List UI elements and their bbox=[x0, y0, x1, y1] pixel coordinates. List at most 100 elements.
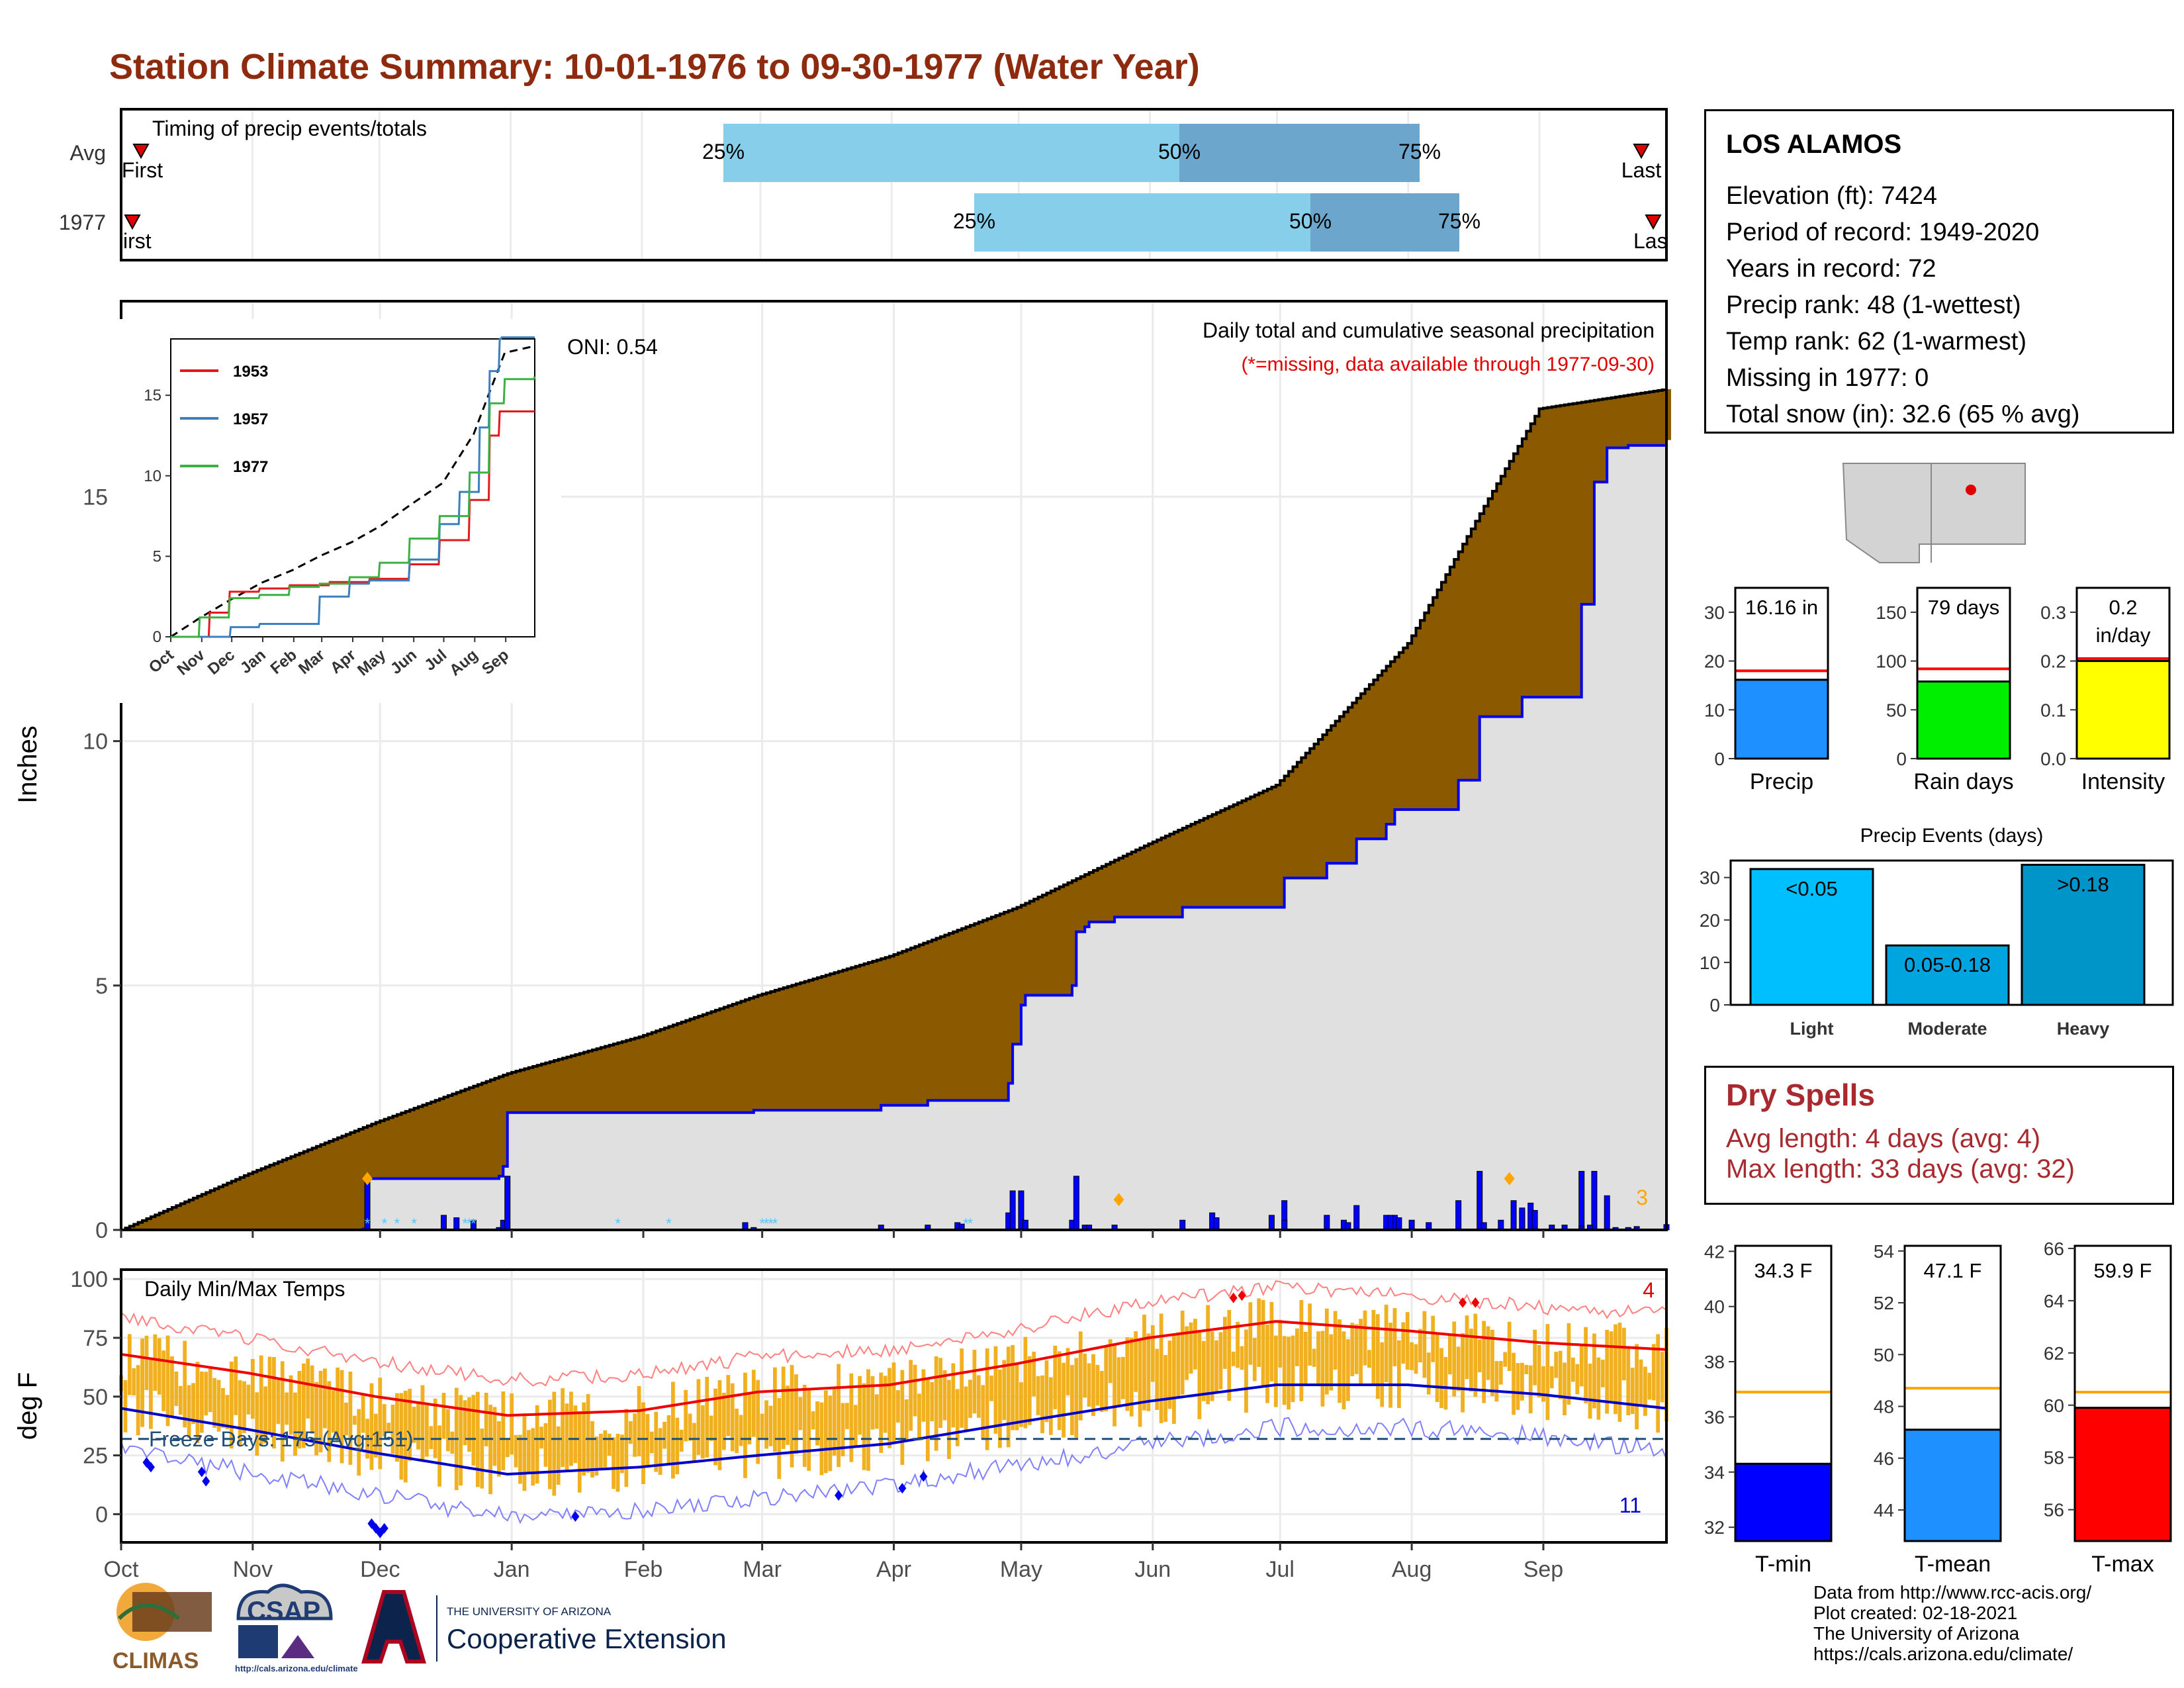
summary-ytick-label-tmean: 48 bbox=[1874, 1397, 1894, 1417]
first-marker-1977 bbox=[124, 214, 141, 230]
summary-ytick-label-tmax: 58 bbox=[2044, 1448, 2064, 1468]
temp-record-marker bbox=[919, 1471, 928, 1482]
inset-line-1977 bbox=[171, 376, 536, 638]
timing-bar-upper-0 bbox=[1179, 124, 1420, 182]
timing-panel: Timing of precip events/totals Avg 1977 25%… bbox=[59, 108, 1668, 261]
precip-ytick-label: 5 bbox=[95, 974, 108, 999]
snow-marker: * bbox=[467, 1215, 473, 1232]
snow-marker: * bbox=[462, 1215, 468, 1232]
month-label: Jun bbox=[1134, 1557, 1171, 1582]
daily-precip-bar bbox=[441, 1215, 447, 1231]
event-bar-label: 0.05-0.18 bbox=[1904, 953, 1991, 976]
snow-marker: * bbox=[411, 1215, 417, 1232]
temp-record-marker bbox=[898, 1483, 907, 1494]
precip-extreme-count: 3 bbox=[1636, 1186, 1648, 1209]
summary-frame-rain-days bbox=[1916, 586, 2011, 760]
temp-ytick-label: 25 bbox=[83, 1444, 108, 1469]
month-label: Mar bbox=[743, 1557, 782, 1582]
temp-record-marker bbox=[202, 1476, 210, 1487]
summary-ytick-label-tmean: 44 bbox=[1874, 1500, 1894, 1521]
temp-ytick-label: 75 bbox=[83, 1326, 108, 1351]
extreme-event-marker bbox=[1113, 1193, 1124, 1207]
summary-value-tmin: 34.3 F bbox=[1754, 1259, 1813, 1282]
event-bar-light bbox=[1749, 868, 1874, 1006]
precip-events-title: Precip Events (days) bbox=[1860, 825, 2044, 847]
daily-precip-bar bbox=[1324, 1215, 1330, 1231]
first-label-avg: First bbox=[122, 158, 163, 182]
climas-logo: CLIMAS bbox=[113, 1583, 212, 1673]
summary-ytick-label-precip: 30 bbox=[1704, 602, 1725, 623]
summary-bar-precip bbox=[1734, 679, 1829, 760]
inset-ytick-label: 15 bbox=[144, 387, 161, 404]
summary-chart-tmin: 32 34 36 38 40 42 T-min 34.3 F bbox=[1704, 1241, 1833, 1577]
daily-precip-bar bbox=[1009, 1190, 1016, 1231]
snow-marker: * bbox=[968, 1215, 974, 1232]
ua-big-text: Cooperative Extension bbox=[447, 1623, 727, 1654]
daily-precip-bar bbox=[1353, 1205, 1360, 1231]
map-states bbox=[1842, 463, 2026, 563]
summary-ytick-label-precip: 10 bbox=[1704, 700, 1725, 720]
average-cumulative-line bbox=[121, 388, 1668, 1231]
event-ytick-label: 10 bbox=[1700, 953, 1720, 973]
summary-ytick-label-rain-days: 0 bbox=[1896, 749, 1907, 769]
ua-small-text: THE UNIVERSITY OF ARIZONA bbox=[447, 1605, 612, 1618]
summary-label-rain-days: Rain days bbox=[1913, 769, 2013, 794]
summary-ytick-label-tmin: 36 bbox=[1704, 1407, 1725, 1427]
summary-ytick-label-tmax: 66 bbox=[2044, 1239, 2064, 1259]
event-category-label: Heavy bbox=[2057, 1019, 2110, 1039]
avg-min-temp-line bbox=[120, 1383, 1667, 1476]
snow-marker: * bbox=[394, 1215, 400, 1232]
temp-panel-title: Daily Min/Max Temps bbox=[144, 1277, 345, 1301]
daily-precip-bar bbox=[453, 1217, 460, 1231]
avg-max-temp-line bbox=[120, 1320, 1667, 1417]
dry-spells-max: Max length: 33 days (avg: 32) bbox=[1726, 1154, 2075, 1184]
inset-ytick-label: 0 bbox=[153, 628, 161, 646]
temp-ytick-label: 50 bbox=[83, 1385, 108, 1410]
daily-precip-bar bbox=[1408, 1219, 1415, 1231]
summary-bar-tmin bbox=[1734, 1462, 1833, 1542]
snow-marker: * bbox=[768, 1215, 774, 1232]
first-label-1977: irst bbox=[123, 229, 152, 253]
snow-marker: * bbox=[381, 1215, 387, 1232]
summary-frame-precip bbox=[1734, 586, 1829, 760]
month-label: May bbox=[1000, 1557, 1042, 1582]
snow-marker: * bbox=[759, 1215, 765, 1232]
summary-ytick-label-precip: 0 bbox=[1714, 749, 1725, 769]
timing-pct-label: 25% bbox=[702, 140, 745, 164]
temp-record-marker bbox=[380, 1523, 388, 1534]
daily-precip-bar bbox=[1477, 1170, 1483, 1231]
cumulative-precip-line bbox=[121, 440, 1668, 1231]
summary-bar-rain-days bbox=[1916, 680, 2011, 760]
precip-events-chart: Precip Events (days) <0.05 Light 0.05-0.18 M… bbox=[1700, 825, 2174, 1039]
last-label-avg: Last bbox=[1621, 158, 1662, 182]
summary-ytick-label-tmean: 52 bbox=[1874, 1293, 1894, 1313]
station-info-box: LOS ALAMOS Elevation (ft): 7424 Period o… bbox=[1704, 109, 2174, 434]
station-temp-rank: Temp rank: 62 (1-warmest) bbox=[1726, 328, 2027, 355]
month-label: Sep bbox=[1524, 1557, 1564, 1582]
inset-ytick-label: 5 bbox=[153, 547, 161, 565]
location-map bbox=[1841, 458, 2030, 564]
daily-temp-bars bbox=[119, 1298, 1668, 1496]
event-ytick-label: 30 bbox=[1700, 868, 1720, 888]
summary-frame-tmax bbox=[2073, 1244, 2172, 1542]
inset-legend-label: 1977 bbox=[233, 458, 268, 476]
deficit-band bbox=[125, 389, 1671, 1230]
daily-precip-bar bbox=[1387, 1215, 1394, 1231]
extreme-event-marker bbox=[362, 1172, 373, 1186]
daily-precip-bar bbox=[1578, 1170, 1585, 1231]
dry-spells-box: Dry Spells Avg length: 4 days (avg: 4) M… bbox=[1704, 1066, 2174, 1205]
summary-ytick-label-tmin: 42 bbox=[1704, 1241, 1725, 1262]
summary-value-unit-intensity: in/day bbox=[2096, 624, 2151, 647]
snow-marker: * bbox=[666, 1215, 672, 1232]
event-ytick-label: 20 bbox=[1700, 910, 1720, 931]
temp-record-marker bbox=[1229, 1292, 1238, 1303]
timing-pct-label: 25% bbox=[953, 209, 995, 233]
summary-value-tmax: 59.9 F bbox=[2094, 1259, 2152, 1282]
summary-ytick-label-tmean: 46 bbox=[1874, 1448, 1894, 1469]
month-label: Aug bbox=[1392, 1557, 1432, 1582]
csap-text: CSAP bbox=[247, 1597, 320, 1626]
summary-ytick-label-tmean: 50 bbox=[1874, 1344, 1894, 1365]
event-ytick-label: 0 bbox=[1709, 995, 1720, 1015]
